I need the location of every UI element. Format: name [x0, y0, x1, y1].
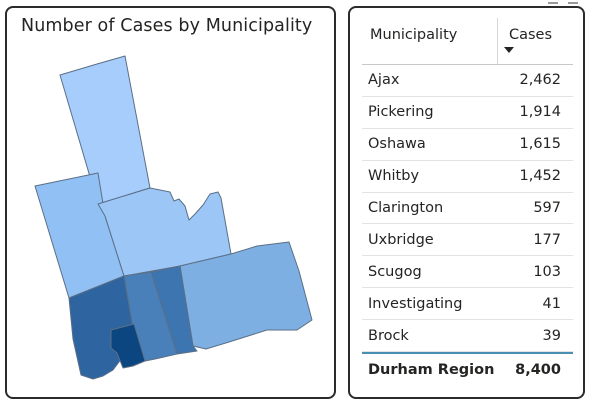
cases-table: Municipality Cases Ajax 2,462 Pickering …: [362, 18, 573, 385]
table-row[interactable]: Scugog 103: [362, 256, 573, 289]
cell-municipality: Investigating: [368, 295, 463, 312]
cell-cases: 1,615: [519, 136, 561, 153]
cell-municipality: Pickering: [368, 104, 434, 121]
cell-municipality: Uxbridge: [368, 231, 434, 248]
cases-table-visual[interactable]: Municipality Cases Ajax 2,462 Pickering …: [348, 2, 585, 399]
column-header-cases-label: Cases: [508, 27, 552, 43]
column-header-cases[interactable]: Cases: [497, 18, 561, 64]
table-row[interactable]: Whitby 1,452: [362, 161, 573, 193]
total-cases: 8,400: [515, 361, 561, 378]
cell-cases: 2,462: [519, 72, 561, 89]
column-header-municipality[interactable]: Municipality: [370, 27, 458, 43]
cell-municipality: Oshawa: [368, 136, 426, 153]
cell-cases: 103: [533, 263, 561, 280]
table-row[interactable]: Ajax 2,462: [362, 65, 573, 97]
more-options-icon[interactable]: [568, 2, 578, 8]
table-row[interactable]: Pickering 1,914: [362, 97, 573, 129]
cell-municipality: Ajax: [368, 72, 400, 89]
table-row[interactable]: Brock 39: [362, 320, 573, 353]
table-header: Municipality Cases: [362, 18, 573, 65]
sort-descending-icon: [504, 47, 514, 53]
durham-region-map[interactable]: [7, 8, 334, 397]
map-visual[interactable]: Number of Cases by Municipality: [5, 6, 336, 399]
cell-municipality: Whitby: [368, 168, 420, 185]
table-row[interactable]: Oshawa 1,615: [362, 129, 573, 161]
cell-cases: 1,914: [519, 104, 561, 121]
total-label: Durham Region: [368, 361, 495, 378]
cell-municipality: Clarington: [368, 200, 444, 216]
map-title: Number of Cases by Municipality: [21, 16, 313, 36]
focus-mode-icon[interactable]: [548, 2, 558, 8]
table-row[interactable]: Uxbridge 177: [362, 224, 573, 257]
cell-municipality: Brock: [368, 327, 409, 344]
region-ajax[interactable]: [110, 323, 146, 369]
cell-cases: 39: [542, 327, 561, 344]
table-total-row: Durham Region 8,400: [362, 352, 573, 385]
cell-cases: 177: [533, 231, 561, 248]
cell-cases: 41: [542, 295, 561, 312]
cell-cases: 597: [533, 200, 561, 216]
table-row[interactable]: Clarington 597: [362, 193, 573, 225]
table-row[interactable]: Investigating 41: [362, 288, 573, 321]
region-scugog[interactable]: [97, 187, 232, 277]
region-clarington[interactable]: [179, 241, 313, 350]
cell-cases: 1,452: [519, 168, 561, 185]
cell-municipality: Scugog: [368, 263, 422, 280]
